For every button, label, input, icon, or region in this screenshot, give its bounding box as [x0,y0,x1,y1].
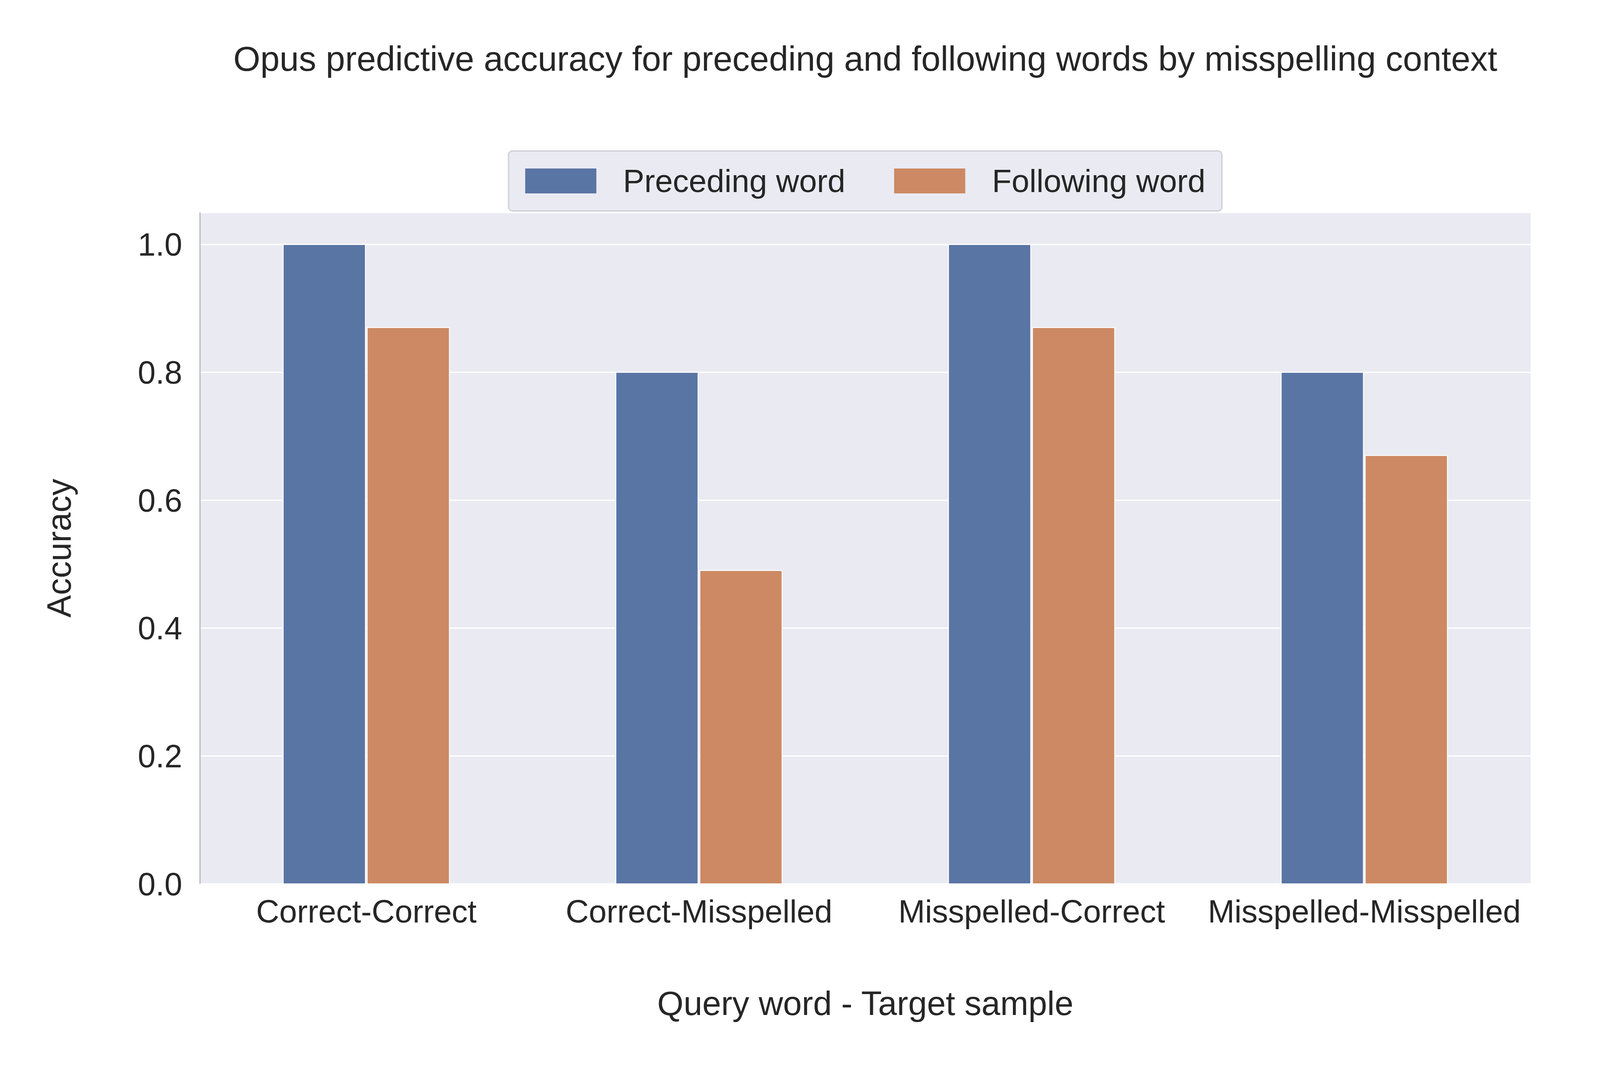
html-text:Preceding word: Preceding word [623,163,846,199]
svg-text:0.0: 0.0 [137,866,183,902]
svg-text:Misspelled-Correct: Misspelled-Correct [898,893,1165,929]
svg-text:0.2: 0.2 [137,738,183,774]
svg-text:1.0: 1.0 [137,226,183,263]
svg-text:0.4: 0.4 [137,610,183,646]
svg-text:0.8: 0.8 [137,354,183,391]
svg-text:Correct-Correct: Correct-Correct [256,893,477,929]
html-text:Opus predictive accuracy for p: Opus predictive accuracy for preceding a… [233,39,1498,79]
html-text:Accuracy: Accuracy [40,478,78,618]
html-text:Query word - Target sample: Query word - Target sample [657,984,1074,1022]
svg-text:Correct-Misspelled: Correct-Misspelled [565,893,833,929]
svg-text:0.6: 0.6 [137,482,183,519]
html-text:Following word: Following word [992,163,1206,199]
svg-text:Misspelled-Misspelled: Misspelled-Misspelled [1208,893,1521,929]
